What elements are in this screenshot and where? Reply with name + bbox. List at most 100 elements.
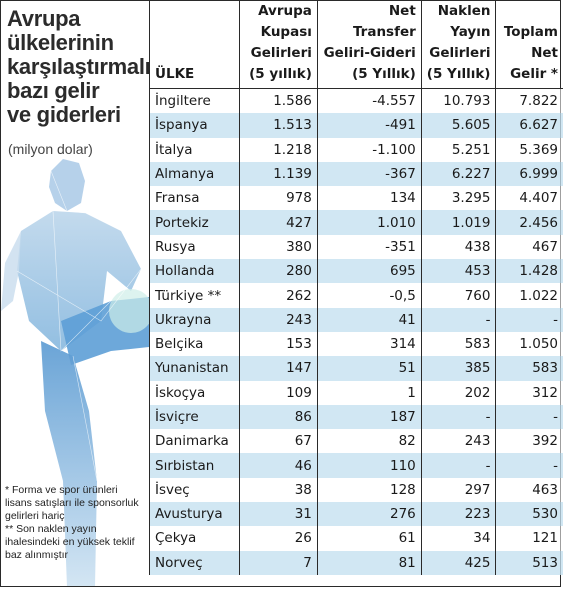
net-transfer-cell: -1.100: [316, 137, 422, 162]
table-row: Belçika 153 314 583 1.050: [148, 331, 563, 357]
net-transfer-cell: -351: [316, 234, 422, 260]
title-line: ülkelerinin: [7, 30, 114, 55]
avrupa-kupasi-cell: 380: [239, 234, 318, 260]
toplam-net-gelir-cell: 5.369: [495, 137, 563, 162]
net-transfer-cell: 128: [316, 477, 422, 503]
country-cell: Ukrayna: [148, 307, 240, 332]
header-line: Net: [388, 3, 416, 19]
footnote: * Forma ve spor ürünleri lisans satışlar…: [5, 484, 139, 522]
chart-title: Avrupa ülkelerinin karşılaştırmalı bazı …: [7, 7, 149, 127]
table-row: Fransa 978 134 3.295 4.407: [148, 186, 563, 211]
country-cell: İskoçya: [148, 380, 240, 405]
avrupa-kupasi-cell: 427: [239, 210, 318, 235]
header-line: Yayın: [450, 24, 491, 40]
net-transfer-cell: -367: [316, 161, 422, 187]
table-row: İspanya 1.513 -491 5.605 6.627: [148, 113, 563, 138]
toplam-net-gelir-cell: 1.022: [495, 283, 563, 308]
country-cell: İtalya: [148, 137, 240, 162]
table-row: Danimarka 67 82 243 392: [148, 429, 563, 454]
table-row: Sırbistan 46 110- -: [148, 453, 563, 478]
table-body: İngiltere 1.586 -4.557 10.793 7.822 İspanya 1.…: [148, 88, 563, 575]
net-transfer-cell: 61: [316, 526, 422, 551]
header-row: ÜLKE Avrupa Kupası Gelirleri (5 yıllık) …: [148, 1, 563, 89]
country-cell: Portekiz: [148, 210, 240, 235]
table-row: Avusturya 31 276 223 530: [148, 502, 563, 527]
avrupa-kupasi-cell: 7: [239, 550, 318, 575]
title-line: karşılaştırmalı: [7, 54, 149, 79]
toplam-net-gelir-cell: -: [495, 404, 563, 430]
header-line: Transfer: [352, 24, 416, 40]
income-table: ÜLKE Avrupa Kupası Gelirleri (5 yıllık) …: [148, 1, 563, 575]
avrupa-kupasi-cell: 67: [239, 429, 318, 454]
title-line: bazı gelir: [7, 78, 100, 103]
naklen-yayin-cell: 34: [420, 526, 496, 551]
header-line: (5 yıllık): [249, 66, 312, 82]
naklen-yayin-cell: -: [420, 307, 496, 332]
net-transfer-cell: 314: [316, 331, 422, 357]
naklen-yayin-cell: -: [420, 453, 496, 478]
naklen-yayin-cell: 438: [420, 234, 496, 260]
naklen-yayin-cell: 583: [420, 331, 496, 357]
naklen-yayin-cell: 385: [420, 356, 496, 381]
naklen-yayin-cell: 453: [420, 259, 496, 284]
toplam-net-gelir-cell: 530: [495, 502, 563, 527]
toplam-net-gelir-cell: 6.999: [495, 161, 563, 187]
naklen-yayin-cell: 760: [420, 283, 496, 308]
header-line: Gelirleri: [250, 45, 312, 61]
header-ulke: ÜLKE: [148, 1, 240, 89]
table-row: İsveç 38 128 297 463: [148, 477, 563, 503]
avrupa-kupasi-cell: 262: [239, 283, 318, 308]
country-cell: Norveç: [148, 550, 240, 575]
net-transfer-cell: -0,5: [316, 283, 422, 308]
header-line: Kupası: [260, 24, 312, 40]
country-cell: Hollanda: [148, 259, 240, 284]
toplam-net-gelir-cell: 121: [495, 526, 563, 551]
header-line: Net: [531, 45, 558, 61]
header-line: Toplam: [503, 24, 558, 40]
header-line: Geliri-Gideri: [323, 45, 416, 61]
naklen-yayin-cell: 5.251: [420, 137, 496, 162]
net-transfer-cell: 276: [316, 502, 422, 527]
country-cell: Yunanistan: [148, 356, 240, 381]
country-cell: İsviçre: [148, 404, 240, 430]
toplam-net-gelir-cell: 2.456: [495, 210, 563, 235]
country-cell: Sırbistan: [148, 453, 240, 478]
table-row: Portekiz 427 1.010 1.019 2.456: [148, 210, 563, 235]
unit-subtitle: (milyon dolar): [8, 141, 93, 157]
toplam-net-gelir-cell: 6.627: [495, 113, 563, 138]
table-row: Ukrayna 243 41- -: [148, 307, 563, 332]
country-cell: İngiltere: [148, 88, 240, 114]
country-cell: Rusya: [148, 234, 240, 260]
avrupa-kupasi-cell: 1.139: [239, 161, 318, 187]
header-line: (5 Yıllık): [352, 66, 416, 82]
net-transfer-cell: 82: [316, 429, 422, 454]
header-net-transfer: Net Transfer Geliri-Gideri (5 Yıllık): [316, 1, 422, 89]
header-line: Gelir *: [510, 66, 558, 82]
naklen-yayin-cell: 297: [420, 477, 496, 503]
footnote: ** Son naklen yayın ihalesindeki en yüks…: [5, 523, 135, 561]
header-line: Gelirleri: [429, 45, 491, 61]
avrupa-kupasi-cell: 280: [239, 259, 318, 284]
left-panel: Avrupa ülkelerinin karşılaştırmalı bazı …: [1, 1, 149, 586]
avrupa-kupasi-cell: 26: [239, 526, 318, 551]
toplam-net-gelir-cell: 583: [495, 356, 563, 381]
footnotes: * Forma ve spor ürünleri lisans satışlar…: [5, 484, 145, 562]
net-transfer-cell: 110: [316, 453, 422, 478]
net-transfer-cell: 41: [316, 307, 422, 332]
country-cell: İspanya: [148, 113, 240, 138]
toplam-net-gelir-cell: 463: [495, 477, 563, 503]
toplam-net-gelir-cell: 1.428: [495, 259, 563, 284]
toplam-net-gelir-cell: 467: [495, 234, 563, 260]
country-cell: Danimarka: [148, 429, 240, 454]
table-row: Rusya 380 -351 438 467: [148, 234, 563, 260]
table-row: İtalya 1.218 -1.100 5.251 5.369: [148, 137, 563, 162]
net-transfer-cell: 695: [316, 259, 422, 284]
avrupa-kupasi-cell: 153: [239, 331, 318, 357]
avrupa-kupasi-cell: 243: [239, 307, 318, 332]
country-cell: İsveç: [148, 477, 240, 503]
header-line: Avrupa: [258, 3, 312, 19]
title-line: ve giderleri: [7, 102, 121, 127]
net-transfer-cell: 81: [316, 550, 422, 575]
toplam-net-gelir-cell: 312: [495, 380, 563, 405]
toplam-net-gelir-cell: 7.822: [495, 88, 563, 114]
